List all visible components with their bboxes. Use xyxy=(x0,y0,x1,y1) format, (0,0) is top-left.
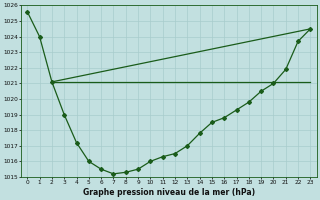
X-axis label: Graphe pression niveau de la mer (hPa): Graphe pression niveau de la mer (hPa) xyxy=(83,188,255,197)
